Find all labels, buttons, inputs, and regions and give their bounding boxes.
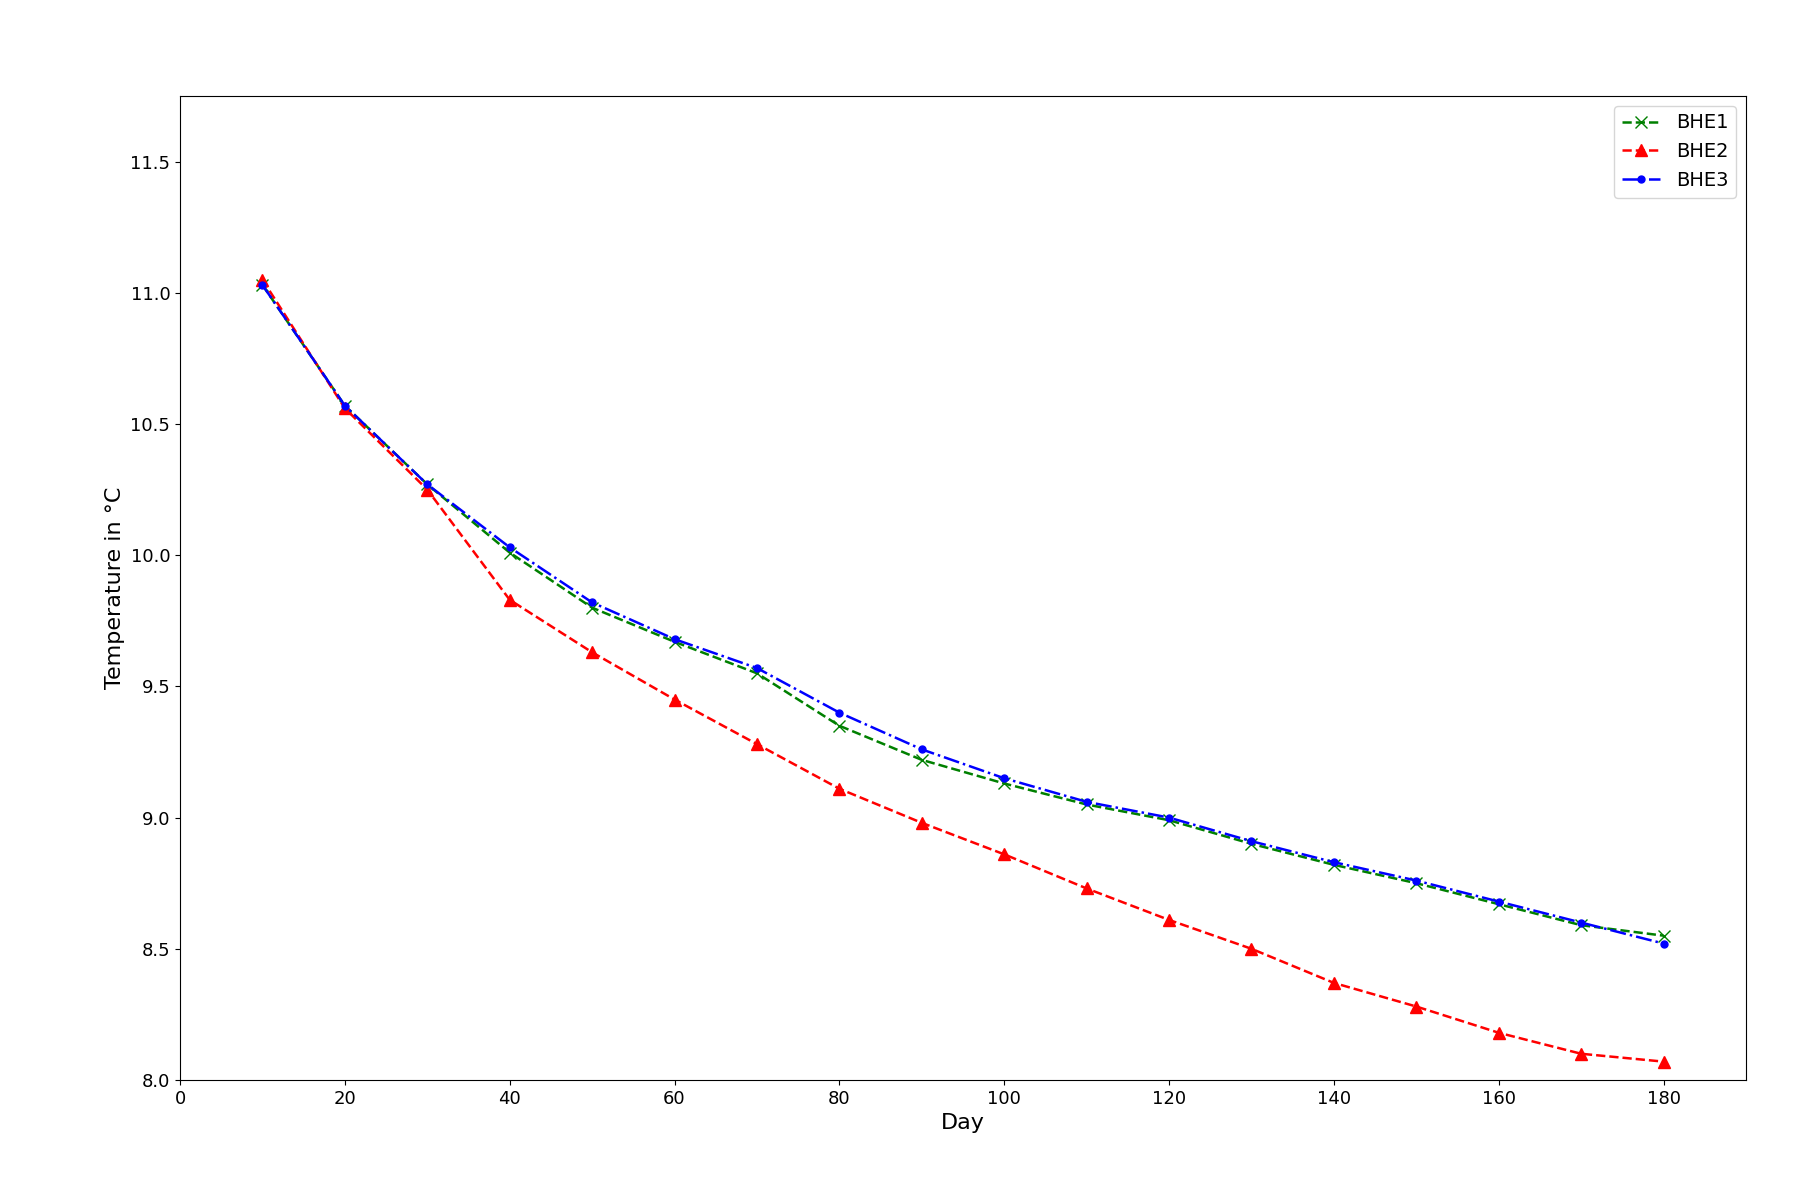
BHE1 <box>1406 876 1427 890</box>
BHE3 <box>994 772 1015 786</box>
BHE2 <box>747 737 769 751</box>
BHE3 <box>1240 834 1262 848</box>
BHE3 <box>416 478 437 492</box>
BHE2 <box>1489 1026 1510 1040</box>
BHE3 <box>1076 794 1098 809</box>
BHE3 <box>1323 856 1345 870</box>
BHE1 <box>828 719 850 733</box>
BHE2 <box>499 593 520 607</box>
BHE2 <box>1570 1046 1591 1061</box>
BHE3 <box>335 398 356 413</box>
BHE1 <box>581 600 603 614</box>
BHE3 <box>828 706 850 720</box>
BHE2 <box>1323 976 1345 990</box>
BHE3 <box>1570 916 1591 930</box>
BHE3 <box>911 742 932 756</box>
BHE3 <box>581 595 603 610</box>
Legend: BHE1, BHE2, BHE3: BHE1, BHE2, BHE3 <box>1615 106 1737 198</box>
Y-axis label: Temperature in °C: Temperature in °C <box>104 487 124 689</box>
BHE2 <box>416 482 437 497</box>
BHE3 <box>664 632 686 647</box>
BHE1 <box>1240 836 1262 851</box>
BHE2 <box>828 781 850 796</box>
BHE1 <box>747 666 769 680</box>
BHE2 <box>1652 1055 1674 1069</box>
Line: BHE1: BHE1 <box>256 278 1670 942</box>
BHE2 <box>581 646 603 660</box>
BHE3 <box>1157 810 1179 824</box>
BHE2 <box>1076 881 1098 895</box>
BHE1 <box>335 398 356 413</box>
X-axis label: Day: Day <box>941 1114 985 1133</box>
BHE3 <box>1406 874 1427 888</box>
BHE3 <box>1489 894 1510 908</box>
BHE1 <box>1652 929 1674 943</box>
BHE2 <box>1240 942 1262 956</box>
BHE2 <box>1157 913 1179 928</box>
BHE1 <box>1489 896 1510 911</box>
BHE2 <box>335 401 356 415</box>
BHE1 <box>664 635 686 649</box>
BHE1 <box>1157 814 1179 828</box>
Line: BHE2: BHE2 <box>256 274 1670 1068</box>
BHE1 <box>416 478 437 492</box>
BHE2 <box>1406 1000 1427 1014</box>
BHE2 <box>994 847 1015 862</box>
BHE1 <box>994 776 1015 791</box>
BHE1 <box>1323 858 1345 872</box>
BHE1 <box>252 277 274 292</box>
BHE2 <box>252 272 274 287</box>
BHE3 <box>252 277 274 292</box>
BHE1 <box>1570 918 1591 932</box>
BHE3 <box>1652 936 1674 950</box>
BHE1 <box>1076 797 1098 811</box>
BHE3 <box>747 661 769 676</box>
BHE3 <box>499 540 520 554</box>
BHE1 <box>499 545 520 559</box>
BHE2 <box>911 816 932 830</box>
Line: BHE3: BHE3 <box>259 282 1667 947</box>
BHE1 <box>911 752 932 767</box>
BHE2 <box>664 692 686 707</box>
